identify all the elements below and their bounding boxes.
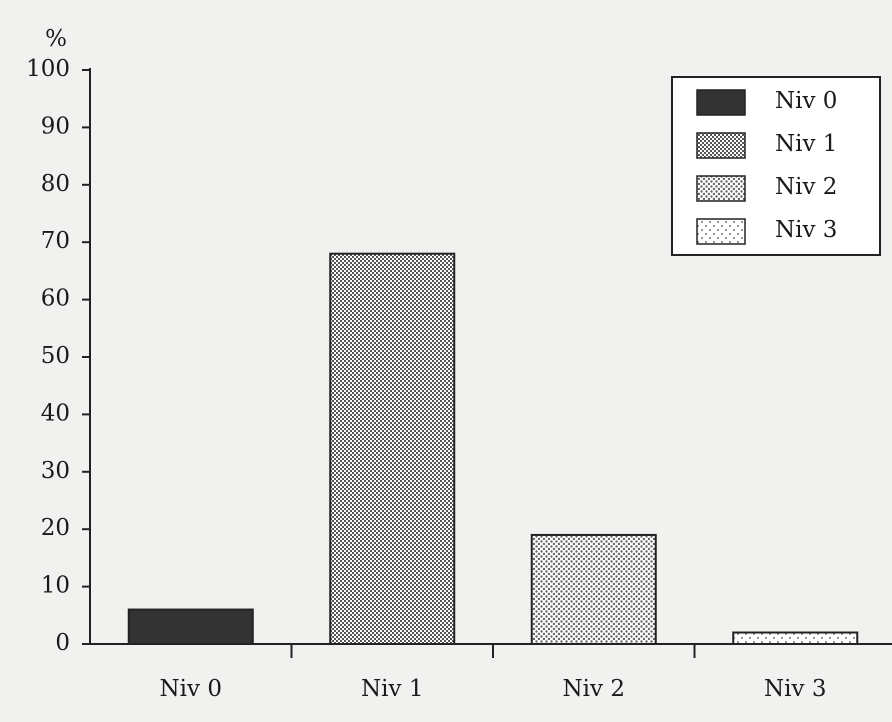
bar [530,533,657,645]
y-tick-label: 30 [41,458,70,484]
y-tick-label: 80 [41,171,70,197]
y-tick-label: 50 [41,343,70,369]
y-tick-label: 20 [41,515,70,541]
legend-swatch [696,89,746,116]
legend-swatch [696,175,746,202]
legend-label: Niv 1 [775,131,837,157]
y-tick-label: 60 [41,286,70,312]
bar [329,252,456,645]
x-tick-label: Niv 3 [764,676,826,702]
bar [732,631,859,646]
legend-swatch [696,218,746,245]
legend-label: Niv 0 [775,88,837,114]
x-tick-label: Niv 0 [160,676,222,702]
bar [127,608,254,645]
y-tick-label: 70 [41,228,70,254]
y-tick-label: 90 [41,113,70,139]
y-tick-label: 0 [55,630,70,656]
y-axis-label: % [45,26,67,52]
legend-label: Niv 2 [775,174,837,200]
y-tick-label: 100 [26,56,70,82]
x-tick-label: Niv 1 [361,676,423,702]
y-tick-label: 10 [41,573,70,599]
legend-swatch [696,132,746,159]
x-tick-label: Niv 2 [563,676,625,702]
y-tick-label: 40 [41,400,70,426]
legend-label: Niv 3 [775,217,837,243]
